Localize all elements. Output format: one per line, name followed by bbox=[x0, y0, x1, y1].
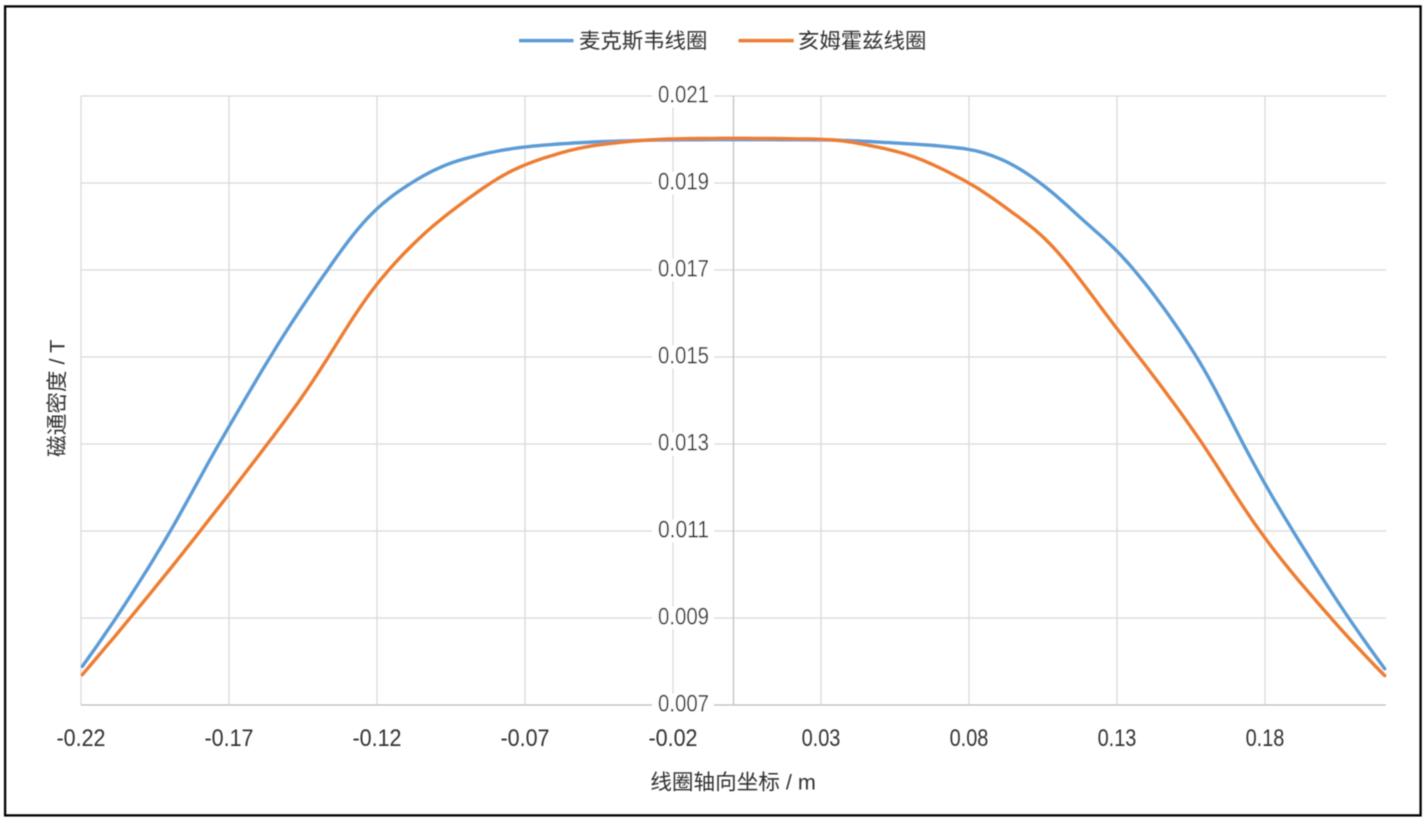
svg-text:0.009: 0.009 bbox=[658, 604, 709, 631]
svg-text:-0.22: -0.22 bbox=[57, 725, 106, 752]
svg-text:0.007: 0.007 bbox=[658, 691, 709, 718]
svg-text:0.021: 0.021 bbox=[658, 82, 709, 109]
svg-text:-0.17: -0.17 bbox=[205, 725, 254, 752]
svg-text:0.013: 0.013 bbox=[658, 430, 709, 457]
svg-text:0.019: 0.019 bbox=[658, 169, 709, 196]
svg-text:-0.02: -0.02 bbox=[649, 725, 698, 752]
svg-text:0.08: 0.08 bbox=[950, 725, 989, 752]
svg-text:0.13: 0.13 bbox=[1098, 725, 1137, 752]
svg-text:/ m: / m bbox=[780, 770, 816, 795]
svg-text:0.017: 0.017 bbox=[658, 256, 709, 283]
svg-text:0.03: 0.03 bbox=[802, 725, 841, 752]
svg-text:0.011: 0.011 bbox=[658, 517, 709, 544]
svg-text:-0.12: -0.12 bbox=[353, 725, 402, 752]
svg-text:/ T: / T bbox=[45, 340, 70, 371]
svg-text:-0.07: -0.07 bbox=[501, 725, 550, 752]
svg-text:0.18: 0.18 bbox=[1246, 725, 1285, 752]
svg-text:0.015: 0.015 bbox=[658, 343, 709, 370]
